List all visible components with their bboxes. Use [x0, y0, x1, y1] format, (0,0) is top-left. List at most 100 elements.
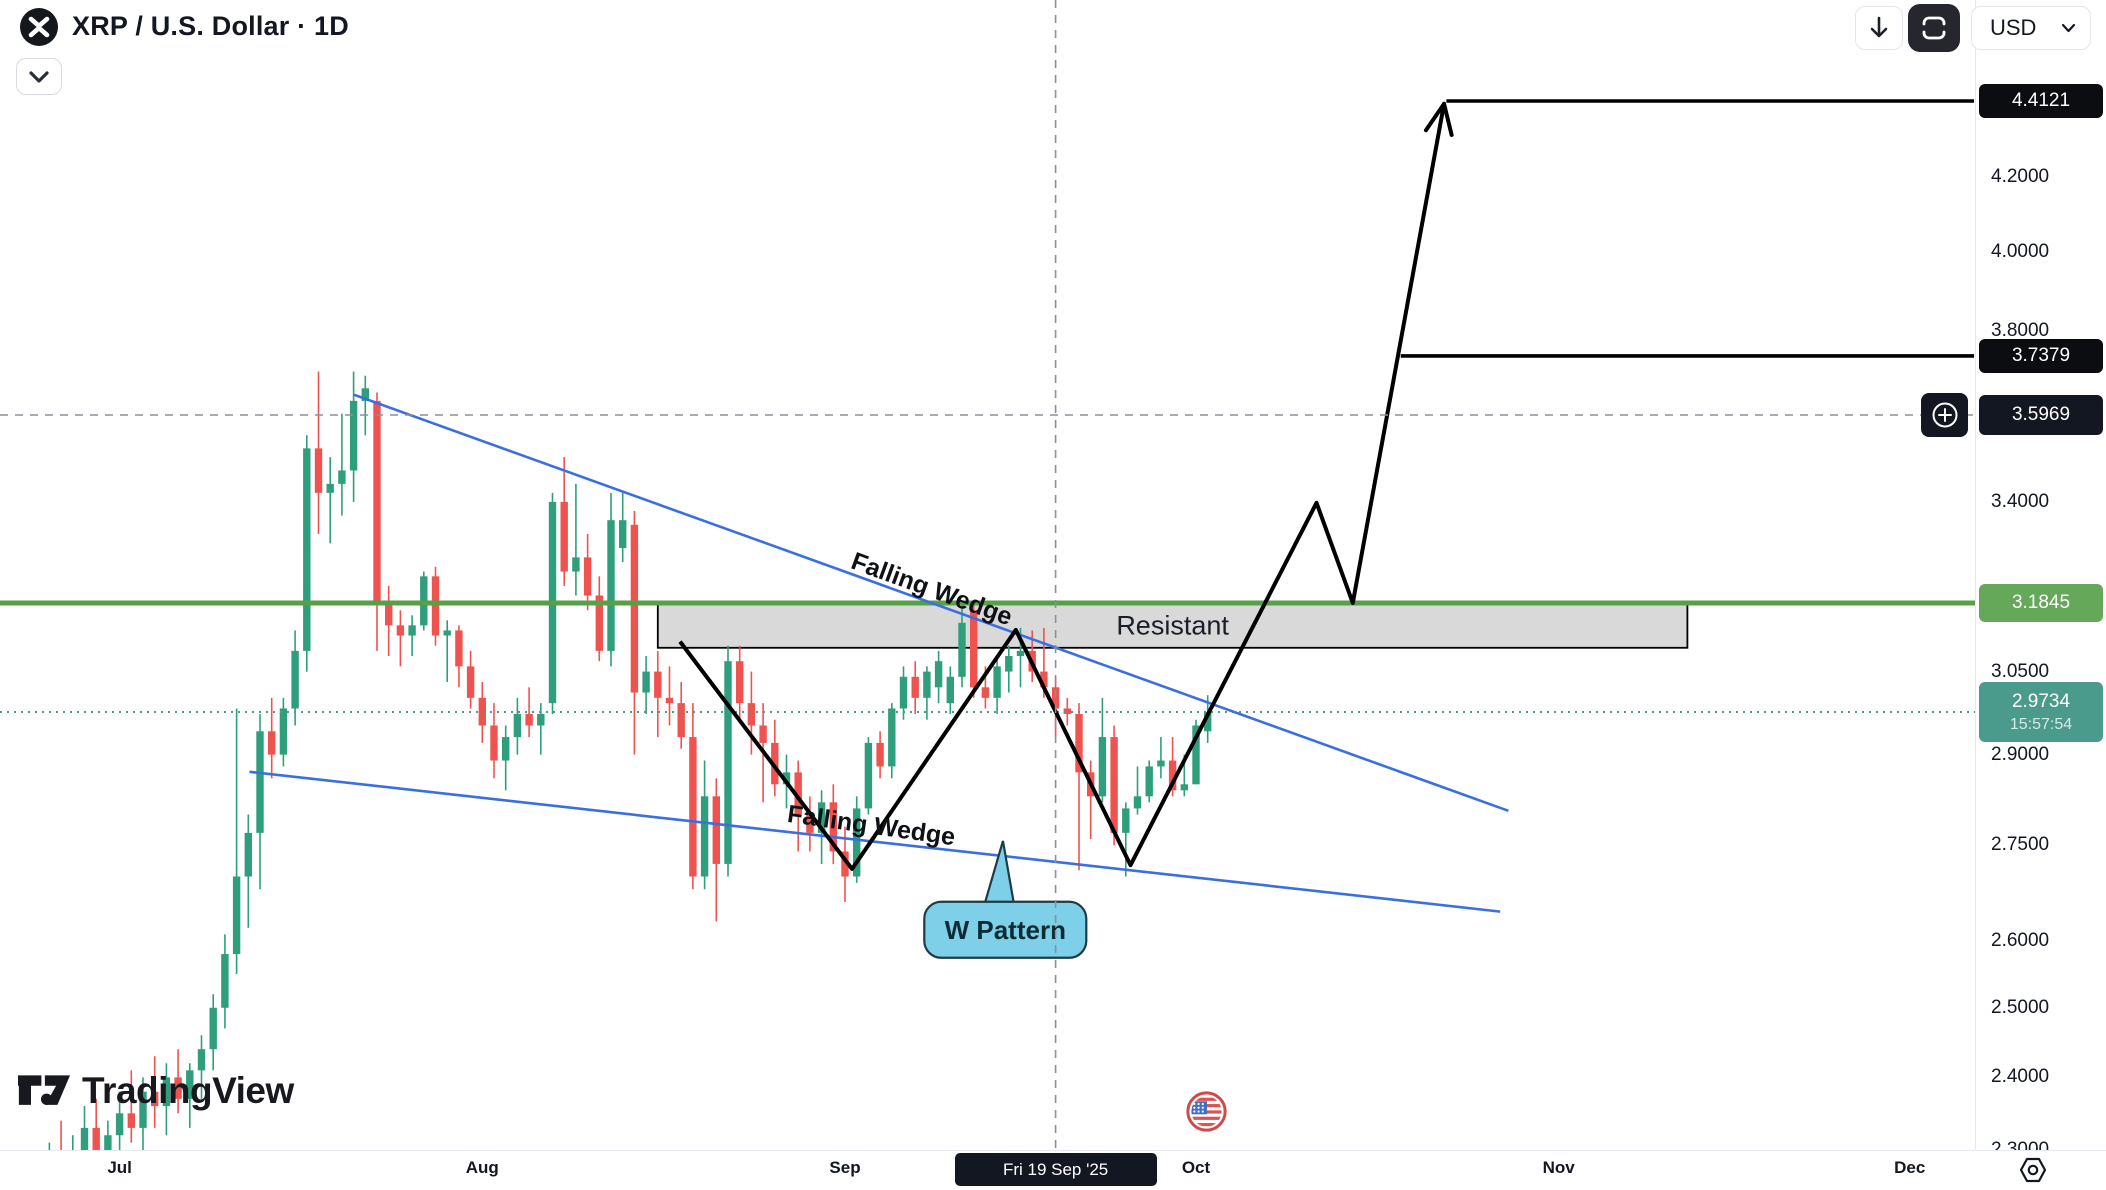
candle — [197, 1035, 206, 1099]
candle — [1145, 760, 1153, 803]
candle — [268, 697, 276, 779]
candle — [876, 731, 884, 779]
arrow-head-icon — [1423, 101, 1447, 133]
candle — [209, 994, 217, 1071]
price-axis[interactable]: 4.2000 4.0000 3.8000 3.4000 3.0500 2.9000 2.75… — [1975, 0, 2106, 1160]
price-tick-label: 3.0500 — [1991, 660, 2050, 682]
candle — [396, 610, 405, 667]
candle — [455, 625, 463, 688]
candle — [186, 1063, 194, 1128]
snapshot-button[interactable] — [1908, 4, 1960, 52]
price-tick-label: 3.8000 — [1991, 319, 2050, 341]
arrow-down-icon — [1870, 16, 1888, 38]
callout-bubble — [923, 900, 1088, 959]
candle — [139, 1077, 147, 1150]
price-tick-label: 2.9000 — [1991, 743, 2050, 765]
callout-tail — [981, 840, 1017, 911]
resistance-zone[interactable] — [656, 602, 1689, 649]
candle — [806, 796, 814, 852]
candle — [1110, 725, 1118, 846]
candle — [771, 719, 779, 797]
candle — [60, 1120, 62, 1150]
candle — [174, 1049, 182, 1114]
tradingview-watermark-text: TradingView — [82, 1070, 294, 1111]
candle — [314, 371, 323, 535]
w-pattern-callout[interactable]: W Pattern — [923, 840, 1088, 959]
candle — [794, 760, 802, 852]
w-pattern-projection-line[interactable] — [678, 103, 1447, 871]
candle — [349, 371, 358, 502]
crosshair-date-label: Fri 19 Sep '25 — [954, 1153, 1157, 1186]
wedge-lower-line[interactable] — [249, 770, 1501, 913]
symbol-title: XRP / U.S. Dollar · 1D — [72, 11, 349, 41]
candle — [958, 602, 966, 688]
candle — [502, 725, 510, 791]
price-tick-label: 2.5000 — [1991, 996, 2050, 1018]
price-tick-label: 4.2000 — [1991, 165, 2050, 187]
candle — [899, 666, 908, 720]
hexagon-gear-icon — [2019, 1157, 2047, 1182]
candle — [127, 1070, 135, 1143]
candle — [654, 650, 662, 738]
candle — [466, 650, 475, 709]
candle — [595, 576, 603, 662]
candle — [864, 737, 873, 815]
frame-brackets-icon — [1922, 16, 1946, 40]
candle — [888, 703, 896, 779]
last-price-time: 15:57:54 — [2009, 715, 2073, 733]
candle — [385, 585, 393, 657]
candle — [630, 511, 639, 755]
candle — [326, 457, 334, 544]
candle — [829, 784, 837, 864]
target-high-axis-label: 4.4121 — [1979, 84, 2103, 118]
candle — [373, 392, 381, 651]
time-axis[interactable]: Jul Aug Sep Oct Nov Dec Fri 19 Sep '25 — [0, 1150, 2106, 1190]
price-tick-label: 2.6000 — [1991, 929, 2050, 951]
candle — [712, 778, 720, 922]
candle — [1192, 719, 1200, 785]
wedge-upper-line[interactable] — [353, 393, 1509, 813]
candle — [244, 814, 252, 928]
candle — [560, 457, 568, 586]
resistant-zone-label: Resistant — [1116, 610, 1229, 640]
candle — [537, 703, 545, 755]
candle — [151, 1056, 159, 1128]
candle — [431, 566, 440, 646]
collapse-toolbar-button[interactable] — [16, 58, 62, 95]
candle — [619, 492, 627, 563]
candle — [724, 645, 732, 877]
candle — [232, 708, 241, 975]
chevron-down-icon — [29, 70, 49, 83]
currency-value: USD — [1990, 15, 2037, 40]
candle — [513, 697, 522, 755]
axis-settings-button[interactable] — [2012, 1153, 2054, 1186]
candle — [689, 703, 697, 890]
time-axis-month-sep: Sep — [829, 1158, 861, 1177]
download-button[interactable] — [1855, 6, 1903, 50]
candle — [162, 1063, 171, 1136]
candle — [911, 661, 919, 714]
tradingview-watermark[interactable]: TradingView — [18, 1070, 294, 1112]
candle — [1122, 802, 1130, 877]
chevron-down-icon — [2061, 23, 2076, 33]
w-pattern-label: W Pattern — [945, 915, 1066, 945]
candle — [1075, 703, 1083, 871]
currency-dropdown[interactable]: USD — [1971, 6, 2091, 50]
candle — [104, 1120, 112, 1150]
candle — [1157, 737, 1165, 779]
candle — [747, 671, 756, 755]
candle — [72, 1135, 74, 1150]
candle — [279, 697, 288, 767]
tradingview-logo-icon — [18, 1075, 70, 1105]
candle — [361, 375, 369, 436]
candle — [677, 682, 685, 749]
candle — [525, 687, 533, 738]
candle — [607, 492, 615, 667]
circled-plus-icon — [1932, 402, 1957, 428]
candle — [115, 1091, 124, 1150]
crosshair-add-button[interactable] — [1921, 393, 1968, 437]
us-flag-icon[interactable] — [1186, 1091, 1227, 1132]
candle — [1005, 645, 1013, 693]
